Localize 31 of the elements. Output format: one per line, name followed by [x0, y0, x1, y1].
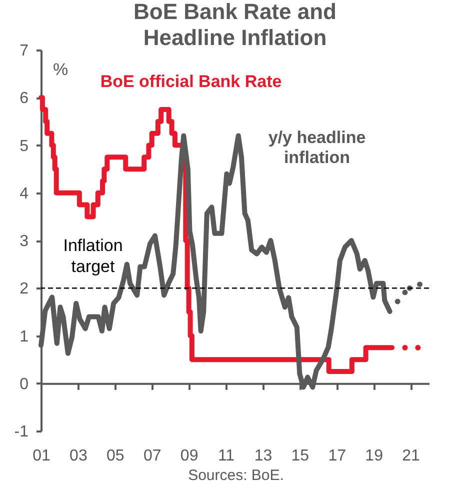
- x-tick-label: 13: [254, 448, 272, 464]
- x-tick-label: 09: [180, 448, 198, 464]
- point: [402, 344, 408, 350]
- point: [402, 290, 408, 296]
- y-tick-label: 6: [20, 90, 29, 108]
- x-tick-label: 17: [328, 448, 346, 464]
- ref-line-label: Inflation target: [63, 236, 123, 276]
- x-tick-label: 21: [402, 448, 420, 464]
- y-tick-label: 7: [20, 42, 29, 60]
- y-tick-label: 5: [20, 138, 29, 155]
- point: [417, 282, 422, 288]
- point: [394, 298, 400, 304]
- y-tick-label: 3: [20, 233, 29, 250]
- y-tick-label: 2: [20, 280, 29, 298]
- x-tick-label: 05: [106, 448, 124, 464]
- x-tick-label: 01: [32, 448, 50, 464]
- y-tick-label: 0: [20, 376, 29, 393]
- y-tick-label: 4: [20, 185, 29, 202]
- x-tick-label: 07: [143, 448, 162, 464]
- x-tick-label: 15: [291, 448, 310, 464]
- x-tick-label: 03: [70, 448, 88, 464]
- point: [415, 344, 421, 350]
- y-tick-label: 1: [20, 328, 29, 346]
- source-note: Sources: BoE.: [188, 467, 284, 484]
- text: BoE official Bank Rate: [100, 72, 282, 91]
- chart-title: BoE Bank Rate and Headline Inflation: [134, 0, 336, 50]
- y-axis-title: %: [53, 60, 68, 79]
- x-tick-label: 19: [365, 448, 384, 464]
- y-tick-label: -1: [14, 424, 29, 440]
- x-tick-label: 11: [218, 448, 235, 464]
- series-label: y/y headline inflation: [268, 128, 366, 167]
